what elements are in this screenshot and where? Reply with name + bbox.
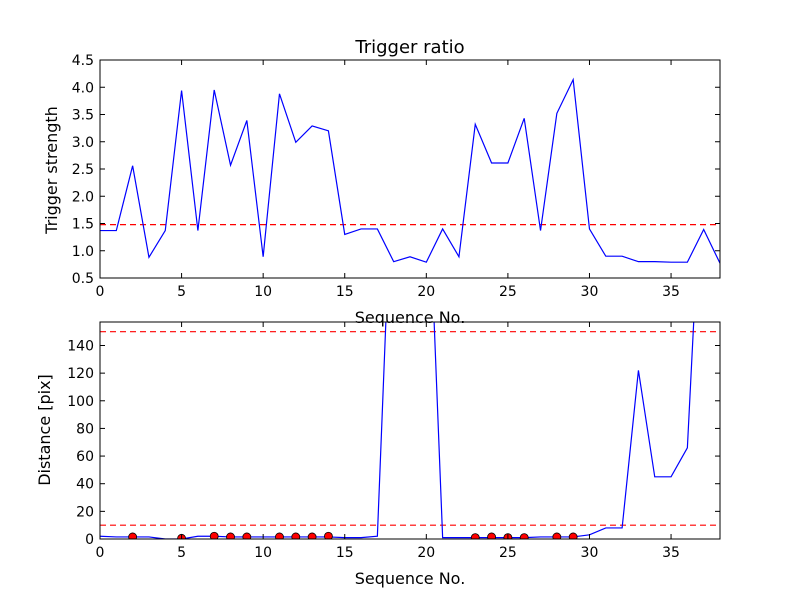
y-tick-label: 1.5 [72, 217, 94, 233]
data-point-marker [128, 532, 138, 539]
y-tick-label: 4.0 [72, 80, 94, 96]
distance-lines [100, 322, 720, 539]
y-tick-label: 80 [76, 421, 94, 437]
y-tick-label: 60 [76, 449, 94, 465]
x-ticks: 0 5 10 15 20 25 30 35 [96, 60, 680, 300]
data-point-marker [209, 531, 219, 539]
y-tick-label: 40 [76, 477, 94, 493]
x-tick-label: 20 [417, 284, 435, 300]
distance-subplot: 0 5 10 15 20 25 30 35 0 20 40 60 80 100 120 140 Sequen… [35, 321, 721, 588]
x-ticks: 0 5 10 15 20 25 30 35 [96, 322, 680, 561]
x-tick-label: 0 [96, 284, 105, 300]
x-tick-label: 20 [417, 545, 435, 561]
data-point-marker [470, 533, 480, 539]
data-point-marker [291, 532, 301, 539]
data-point-marker [307, 532, 317, 539]
x-axis-label: Sequence No. [355, 569, 466, 588]
y-ticks: 0 20 40 60 80 100 120 140 [67, 338, 720, 548]
y-ticks: 0.5 1.0 1.5 2.0 2.5 3.0 3.5 4.0 4.5 [72, 53, 720, 287]
x-tick-label: 25 [499, 545, 517, 561]
y-tick-label: 120 [67, 366, 94, 382]
x-tick-label: 5 [177, 545, 186, 561]
y-tick-label: 1.0 [72, 244, 94, 260]
trigger-ratio-subplot: Trigger ratio 0 5 10 15 20 25 30 35 0.5 1.0 1.5 2.… [42, 37, 721, 327]
data-point-marker [324, 531, 333, 539]
data-point-marker [275, 532, 284, 539]
plot-frame [99, 321, 721, 540]
y-tick-label: 100 [67, 394, 94, 410]
x-tick-label: 0 [96, 545, 105, 561]
data-point-marker [226, 532, 235, 539]
y-axis-label: Trigger strength [42, 106, 61, 235]
data-point-marker [242, 532, 252, 539]
x-tick-label: 10 [254, 284, 272, 300]
series-line [100, 322, 695, 539]
x-tick-label: 35 [662, 545, 680, 561]
x-tick-label: 15 [336, 284, 354, 300]
x-tick-label: 10 [254, 545, 272, 561]
series-line [100, 77, 720, 264]
x-axis-label: Sequence No. [355, 308, 466, 327]
x-tick-label: 35 [662, 284, 680, 300]
chart-title: Trigger ratio [354, 37, 464, 58]
y-tick-label: 4.5 [72, 53, 94, 69]
x-tick-label: 15 [336, 545, 354, 561]
data-point-marker [519, 533, 529, 539]
trigger-ratio-lines [100, 77, 720, 264]
y-tick-label: 0 [85, 532, 94, 548]
x-tick-label: 5 [177, 284, 186, 300]
y-tick-label: 140 [67, 338, 94, 354]
y-axis-label: Distance [pix] [35, 374, 54, 486]
y-tick-label: 3.0 [72, 135, 94, 151]
x-tick-label: 30 [581, 284, 599, 300]
y-tick-label: 3.5 [72, 108, 94, 124]
y-tick-label: 2.5 [72, 162, 94, 178]
y-tick-label: 2.0 [72, 189, 94, 205]
data-point-marker [487, 532, 496, 539]
x-tick-label: 30 [581, 545, 599, 561]
y-tick-label: 20 [76, 504, 94, 520]
y-tick-label: 0.5 [72, 271, 94, 287]
x-tick-label: 25 [499, 284, 517, 300]
data-point-marker [568, 532, 578, 539]
data-point-marker [552, 532, 562, 539]
